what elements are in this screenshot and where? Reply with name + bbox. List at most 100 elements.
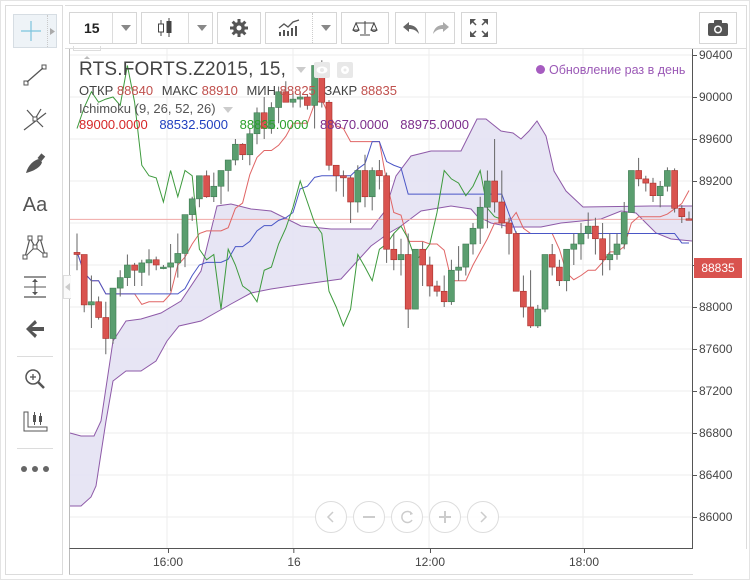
update-note-text: Обновление раз в день [549,63,686,77]
price-tick: 88000 [693,300,732,314]
camera-icon [708,20,728,36]
pattern-icon [22,235,48,260]
open-label: ОТКР [79,83,114,98]
reset-button[interactable] [391,501,423,533]
undo-button[interactable] [396,13,425,43]
reset-icon [401,510,413,524]
fullscreen-icon [470,19,488,37]
zoom-out-button[interactable] [353,501,385,533]
price-tick: 87200 [693,384,732,398]
zoom-in-tool[interactable] [13,362,57,396]
current-price-label: 88835 [694,258,742,278]
top-toolbar: 15 [65,5,747,49]
trend-line-tool[interactable] [13,58,57,92]
eye-icon [316,66,328,74]
kijun-value: 88532.5000 [159,117,228,132]
measure-tool[interactable] [13,270,57,304]
redo-icon [432,22,449,34]
series-settings-button[interactable] [336,61,353,78]
remove-drawings-tool[interactable] [13,312,57,346]
chevron-down-icon [121,25,131,31]
pitchfork-tool[interactable] [13,102,57,136]
brush-icon [26,153,46,173]
fullscreen-button[interactable] [461,12,497,44]
price-axis[interactable]: 90400 90000 89600 89200 88400 88000 8760… [693,48,747,549]
indicator-values: 89000.0000 88532.5000 88835.0000 88670.0… [79,117,477,132]
text-tool[interactable]: Aa [13,188,57,222]
brush-tool[interactable] [13,146,57,180]
toolbar-divider [17,448,53,449]
minus-icon [363,516,375,518]
scroll-right-button[interactable] [467,501,499,533]
settings-button[interactable] [217,12,261,44]
time-tick: 12:00 [415,549,445,569]
zoom-in-icon [25,369,45,389]
crosshair-tool[interactable] [13,14,57,48]
redo-button[interactable] [426,13,455,43]
indicators-icon [278,19,300,36]
undo-icon [402,22,419,34]
high-value: 88910 [201,83,238,98]
time-tick: 18:00 [569,549,599,569]
toolbar-divider [17,356,53,357]
chevron-down-icon[interactable] [295,66,306,73]
left-scroll-handle[interactable] [63,275,71,299]
visibility-toggle[interactable] [314,61,331,78]
indicators-button[interactable] [265,12,337,44]
time-tick: 16 [287,549,300,569]
price-tick: 86000 [693,510,732,524]
chevron-down-icon [321,25,331,31]
chart-type-button[interactable] [141,12,213,44]
chevron-down-icon[interactable] [223,106,234,113]
price-tick: 89600 [693,132,732,146]
price-tick: 87600 [693,342,732,356]
pitchfork-icon [23,108,47,131]
trend-line-icon [23,64,47,86]
gear-icon [340,65,349,74]
caret-up-icon [84,56,90,59]
text-tool-label: Aa [22,193,48,216]
ohlc-row: ОТКР 88840 МАКС 88910 МИН 88825 ЗАКР 888… [79,83,477,98]
price-tick: 89200 [693,174,732,188]
tool-options-arrow[interactable] [47,15,56,47]
time-tick: 16:00 [153,549,183,569]
indicator-row: Ichimoku (9, 26, 52, 26) [79,101,477,116]
drawing-toolbar: Aa [5,5,63,575]
chart-pane[interactable] [69,49,693,549]
compare-button[interactable] [341,12,389,44]
arrow-left-icon [26,320,44,338]
chikou-value: 88835.0000 [239,117,309,132]
senkou-a-value: 88670.0000 [319,117,389,132]
ruler-tool[interactable] [13,404,57,438]
time-axis[interactable]: 16:00 16 12:00 18:00 [69,549,693,575]
chart-legend: RTS.FORTS.Z2015, 15, ОТКР 88840 МАКС 889… [79,59,477,132]
tenkan-value: 89000.0000 [79,117,148,132]
senkou-b-value: 88975.0000 [400,117,469,132]
scroll-left-button[interactable] [315,501,347,533]
close-value: 88835 [360,83,397,98]
status-dot-icon [536,65,545,74]
interval-select[interactable]: 15 [69,12,137,44]
plus-icon [439,511,451,523]
undo-redo-group [395,12,455,44]
chevron-down-icon [197,25,207,31]
low-label: МИН [246,83,276,98]
interval-value: 15 [84,20,100,36]
close-label: ЗАКР [324,83,358,98]
pattern-tool[interactable] [13,230,57,264]
crosshair-icon [21,21,41,41]
indicator-title: Ichimoku (9, 26, 52, 26) [79,101,216,116]
snapshot-button[interactable] [699,12,737,44]
low-value: 88825 [279,83,316,98]
ruler-icon [23,411,48,432]
chevron-right-icon [480,511,488,523]
more-dots-icon [21,466,49,472]
gear-icon [230,19,248,37]
zoom-in-button[interactable] [429,501,461,533]
price-tick: 90400 [693,48,732,62]
chevron-left-icon [326,511,334,523]
pane-collapse-handle[interactable] [73,46,101,59]
more-tools-button[interactable] [13,452,57,486]
